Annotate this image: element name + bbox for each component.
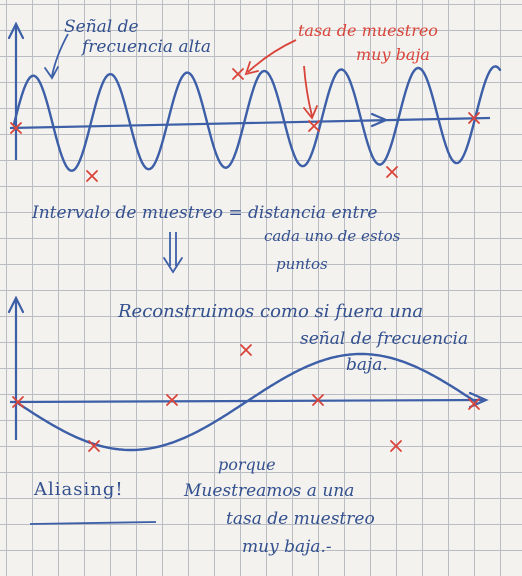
porque-text-line4: muy baja.- [242, 537, 332, 557]
bottom-sample-cross-5 [390, 440, 402, 452]
recon-text-line1: Reconstruimos como si fuera una [118, 301, 424, 322]
tasa-pointer-arrow-2 [303, 65, 313, 117]
senal-pointer-arrow [51, 33, 69, 77]
intervalo-text-line3: puntos [276, 255, 328, 273]
tasa-pointer-arrow-1 [247, 39, 297, 73]
top-y-axis-arrow-icon [7, 21, 25, 40]
top-sample-points [10, 68, 480, 182]
top-sample-cross-2 [232, 68, 244, 80]
bottom-y-axis-arrow-icon [7, 295, 25, 314]
intervalo-text-line1: Intervalo de muestreo = distancia entre [32, 203, 378, 223]
bottom-sample-cross-0 [12, 396, 24, 408]
tasa-pointer-arrow-1-head-icon [244, 61, 259, 76]
recon-text-line2: señal de frecuencia [300, 329, 469, 349]
top-sample-cross-4 [386, 166, 398, 178]
porque-text-line3: tasa de muestreo [226, 509, 375, 529]
senal-label-line1: Señal de [64, 17, 139, 37]
top-sample-cross-0 [10, 122, 22, 134]
bottom-sample-cross-3 [240, 344, 252, 356]
tasa-label-line2: muy baja [356, 45, 430, 64]
tasa-label-line1: tasa de muestreo [298, 21, 438, 40]
bottom-sample-cross-1 [88, 440, 100, 452]
down-arrow-head-icon [163, 257, 183, 274]
bottom-sample-points [12, 344, 480, 452]
top-high-frequency-wave [12, 65, 502, 173]
tasa-pointer-arrow-2-head-icon [303, 105, 318, 120]
top-x-axis-arrow-icon [370, 112, 389, 128]
top-sample-cross-3 [308, 120, 320, 132]
top-x-axis [9, 116, 491, 130]
bottom-sample-cross-6 [468, 398, 480, 410]
bottom-sample-cross-2 [166, 394, 178, 406]
senal-label-line2: frecuencia alta [82, 37, 211, 57]
senal-pointer-arrow-head-icon [44, 66, 59, 80]
top-sample-cross-1 [86, 170, 98, 182]
aliasing-underline [29, 521, 157, 525]
aliasing-heading: Aliasing! [34, 479, 124, 500]
bottom-sample-cross-4 [312, 394, 324, 406]
recon-text-line3: baja. [346, 355, 388, 375]
porque-text-line1: porque [218, 455, 276, 474]
porque-text-line2: Muestreamos a una [184, 481, 355, 501]
top-sample-cross-5 [468, 112, 480, 124]
intervalo-text-line2: cada uno de estos [264, 227, 401, 245]
